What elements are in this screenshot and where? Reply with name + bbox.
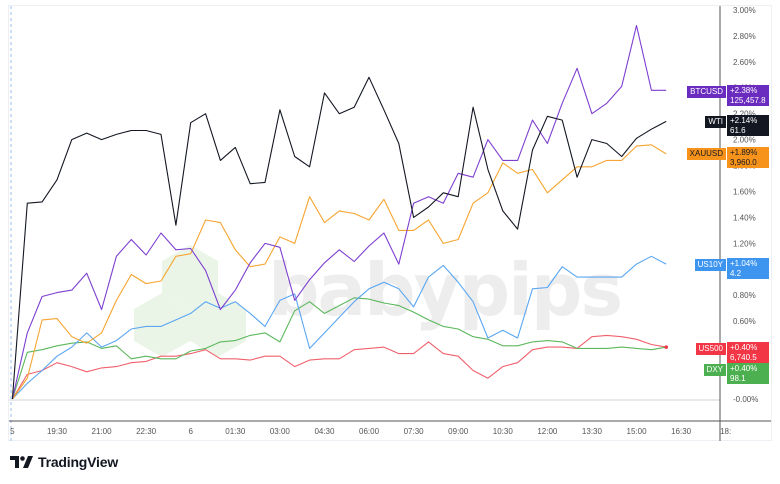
tradingview-wordmark: TradingView <box>38 454 119 470</box>
x-tick-label: 16:30 <box>671 427 692 436</box>
series-name-tag: BTCUSD <box>687 86 726 98</box>
x-tick-label: 15:00 <box>627 427 648 436</box>
series-change: +0.40% <box>730 343 758 352</box>
series-line-btcusd[interactable] <box>11 24 667 400</box>
series-line-xauusd[interactable] <box>11 144 667 400</box>
y-tick-label: 2.20% <box>733 110 756 119</box>
x-tick-label: 6 <box>188 427 193 436</box>
series-value-tag: +0.40% 98.1 <box>727 363 769 384</box>
series-name-tag: DXY <box>703 364 726 376</box>
series-value-tag: +2.38% 125,457.8 <box>727 85 769 106</box>
series-change: +2.38% <box>730 86 758 95</box>
x-tick-label: 5 <box>10 427 15 436</box>
y-tick-label: 2.80% <box>733 32 756 41</box>
series-change: +2.14% <box>730 116 758 125</box>
babypips-watermark: babypips <box>268 248 623 332</box>
y-tick-label: 0.60% <box>733 317 756 326</box>
x-tick-label: 13:30 <box>582 427 603 436</box>
x-tick-label: 10:30 <box>493 427 514 436</box>
line-chart[interactable]: 3.00%2.80%2.60%2.40%2.20%2.00%1.80%1.60%… <box>0 0 780 445</box>
series-line-dxy[interactable] <box>11 297 667 400</box>
y-tick-label: 0.80% <box>733 291 756 300</box>
x-tick-label: 07:30 <box>404 427 425 436</box>
series-value-tag: +1.89% 3,960.0 <box>727 147 769 168</box>
series-change: +1.89% <box>730 148 758 157</box>
x-tick-label: 03:00 <box>270 427 291 436</box>
series-name-tag: US500 <box>695 343 726 355</box>
x-tick-label: 22:30 <box>136 427 157 436</box>
series-last-value: 61.6 <box>730 126 746 135</box>
series-name-tag: WTI <box>705 116 726 128</box>
series-line-us10y[interactable] <box>12 255 667 400</box>
tradingview-logo[interactable]: TradingView <box>10 454 118 470</box>
series-last-value: 6,740.5 <box>730 353 757 362</box>
series-change: +1.04% <box>730 259 758 268</box>
x-tick-label: 12:00 <box>537 427 558 436</box>
series-change: +0.40% <box>730 364 758 373</box>
x-tick-label: 18: <box>720 427 731 436</box>
series-last-value: 4.2 <box>730 269 742 278</box>
x-tick-label: 04:30 <box>314 427 335 436</box>
y-tick-label: -0.00% <box>733 395 758 404</box>
x-tick-label: 06:00 <box>359 427 380 436</box>
watermark-hexagons <box>134 245 246 357</box>
series-line-us500[interactable] <box>11 334 667 400</box>
x-tick-label: 01:30 <box>225 427 246 436</box>
y-tick-label: 1.20% <box>733 239 756 248</box>
series-last-value: 3,960.0 <box>730 158 757 167</box>
series-name-tag: US10Y <box>694 259 726 271</box>
x-tick-label: 09:00 <box>448 427 469 436</box>
series-value-tag: +1.04% 4.2 <box>727 258 769 279</box>
chart-frame <box>8 5 772 441</box>
series-value-tag: +2.14% 61.6 <box>727 115 769 136</box>
x-tick-label: 21:00 <box>92 427 113 436</box>
last-point-marker <box>664 345 669 349</box>
series-line-wti[interactable] <box>11 76 667 400</box>
x-tick-label: 19:30 <box>47 427 68 436</box>
y-tick-label: 3.00% <box>733 6 756 15</box>
series-last-value: 125,457.8 <box>730 96 766 105</box>
y-tick-label: 1.40% <box>733 213 756 222</box>
series-last-value: 98.1 <box>730 374 746 383</box>
series-value-tag: +0.40% 6,740.5 <box>727 342 769 363</box>
y-tick-label: 2.60% <box>733 58 756 67</box>
series-name-tag: XAUUSD <box>686 148 726 160</box>
y-tick-label: 2.00% <box>733 136 756 145</box>
tradingview-logo-icon <box>10 456 33 468</box>
y-tick-label: 1.60% <box>733 187 756 196</box>
